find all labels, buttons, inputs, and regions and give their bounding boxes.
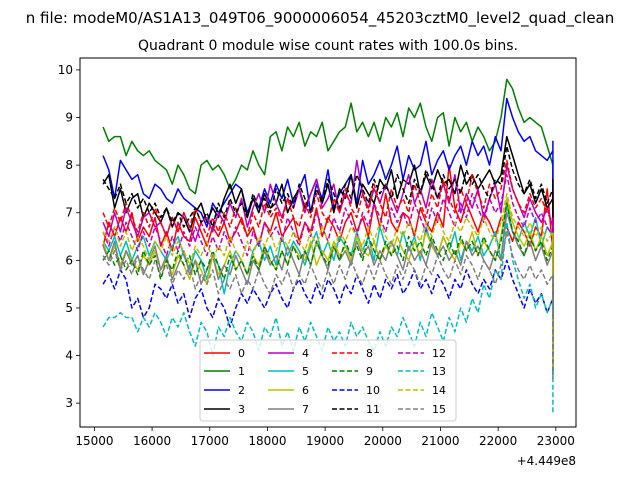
series-14-line	[102, 192, 554, 370]
legend-frame	[199, 339, 457, 422]
series-layer	[102, 78, 554, 413]
legend-label-9: 9	[366, 365, 373, 378]
legend-label-15: 15	[432, 403, 446, 416]
x-tick-label: 21000	[421, 434, 459, 448]
y-tick-label: 4	[65, 349, 73, 363]
x-tick-label: 22000	[479, 434, 517, 448]
y-axis-ticks: 3 4 5 6 7 8 9 10	[58, 63, 80, 410]
legend-label-8: 8	[366, 347, 373, 360]
figure-suptitle: n file: modeM0/AS1A13_049T06_9000006054_…	[26, 9, 615, 28]
x-tick-label: 16000	[133, 434, 171, 448]
x-tick-label: 19000	[306, 434, 344, 448]
series-12-line	[102, 173, 554, 351]
x-tick-label: 15000	[75, 434, 113, 448]
legend-label-1: 1	[238, 365, 245, 378]
legend-label-12: 12	[432, 347, 446, 360]
y-tick-label: 9	[65, 111, 73, 125]
x-axis-ticks: 15000 16000 17000 18000 19000 20000 21000 22000…	[75, 427, 575, 448]
series-15-line	[102, 231, 554, 380]
legend-label-2: 2	[238, 384, 245, 397]
y-tick-label: 7	[65, 206, 73, 220]
legend-label-6: 6	[302, 384, 309, 397]
legend-label-7: 7	[302, 403, 309, 416]
x-tick-label: 17000	[191, 434, 229, 448]
y-tick-label: 10	[58, 63, 73, 77]
series-2-line	[102, 97, 554, 375]
x-tick-label: 23000	[537, 434, 575, 448]
legend-label-5: 5	[302, 365, 309, 378]
legend-label-4: 4	[302, 347, 309, 360]
y-tick-label: 6	[65, 253, 73, 267]
legend-label-14: 14	[432, 384, 446, 397]
legend-label-3: 3	[238, 403, 245, 416]
legend-label-10: 10	[366, 384, 380, 397]
y-tick-label: 8	[65, 158, 73, 172]
legend-label-11: 11	[366, 403, 380, 416]
x-tick-label: 20000	[364, 434, 402, 448]
legend-label-13: 13	[432, 365, 446, 378]
x-tick-label: 18000	[248, 434, 286, 448]
axes-frame	[79, 57, 577, 428]
plot-area: 15000 16000 17000 18000 19000 20000 21000 22000…	[58, 57, 577, 468]
x-axis-offset-label: +4.449e8	[517, 454, 576, 468]
legend-label-0: 0	[238, 347, 245, 360]
y-tick-label: 3	[65, 396, 73, 410]
series-11-line	[102, 145, 554, 342]
y-tick-label: 5	[65, 301, 73, 315]
chart-title: Quadrant 0 module wise count rates with …	[138, 38, 518, 54]
